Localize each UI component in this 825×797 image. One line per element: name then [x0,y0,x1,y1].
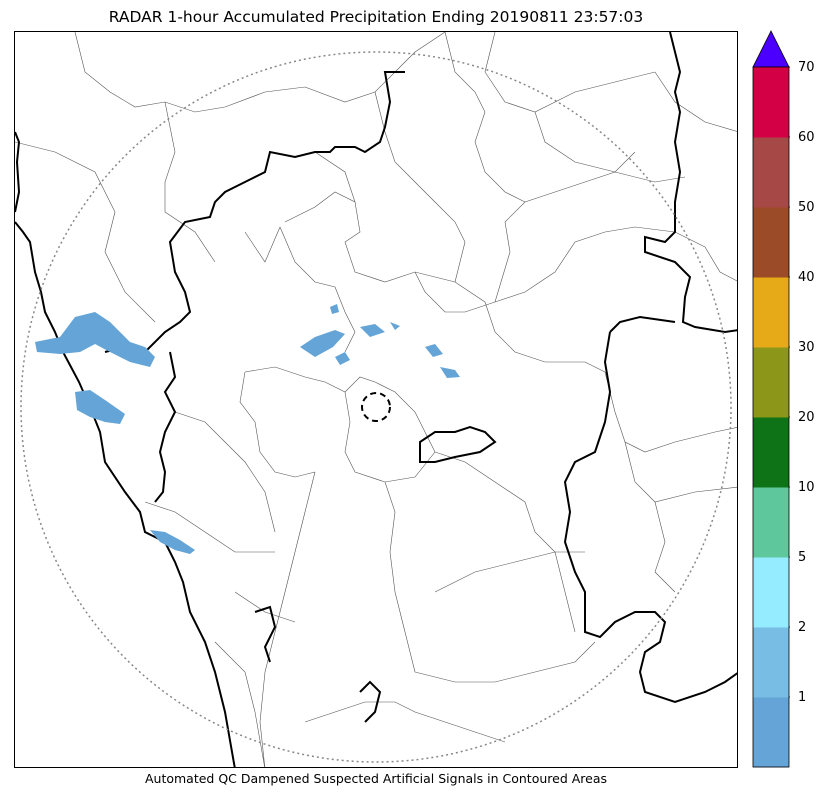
colorbar-tick-label: 5 [798,550,807,565]
precip-cell [425,344,443,357]
colorbar-bin [753,417,789,488]
colorbar-tick-label: 2 [798,620,807,635]
radar-map[interactable] [14,31,738,768]
colorbar-bin [753,137,789,208]
chart-title: RADAR 1-hour Accumulated Precipitation E… [108,8,644,26]
precip-cell [300,330,345,357]
colorbar-tick-label: 1 [798,690,807,705]
radar-range-ring [20,51,732,763]
precip-cell [75,390,125,424]
colorbar-canvas [752,30,790,768]
colorbar-tick-label: 30 [798,340,815,355]
colorbar-bin [753,277,789,348]
colorbar-bin [753,627,789,698]
colorbar-tick-label: 50 [798,200,815,215]
state-boundaries [15,32,737,767]
colorbar-tick-label: 20 [798,410,815,425]
precip-cell [390,322,400,330]
colorbar-tick-label: 60 [798,130,815,145]
precip-cell [150,530,195,554]
precipitation-areas[interactable] [35,304,460,554]
colorbar-bin [753,67,789,138]
precip-cell [360,324,385,337]
district-boundaries [15,32,737,767]
colorbar-tick-label: 70 [798,60,815,75]
colorbar-bin [753,487,789,558]
colorbar-bin [753,557,789,628]
colorbar-tick-label: 40 [798,270,815,285]
radar-site-marker[interactable] [361,392,391,422]
colorbar-bin [753,697,789,768]
map-canvas [15,32,737,767]
colorbar-bin [753,347,789,418]
precip-cell [330,304,339,314]
precip-cell [335,352,350,365]
precip-cell [440,367,460,378]
colorbar-bin [753,207,789,278]
colorbar [752,30,790,768]
colorbar-tick-label: 10 [798,480,815,495]
precip-cell [35,312,155,367]
colorbar-extend-arrow [752,30,790,68]
footer-note: Automated QC Dampened Suspected Artifici… [144,771,608,786]
